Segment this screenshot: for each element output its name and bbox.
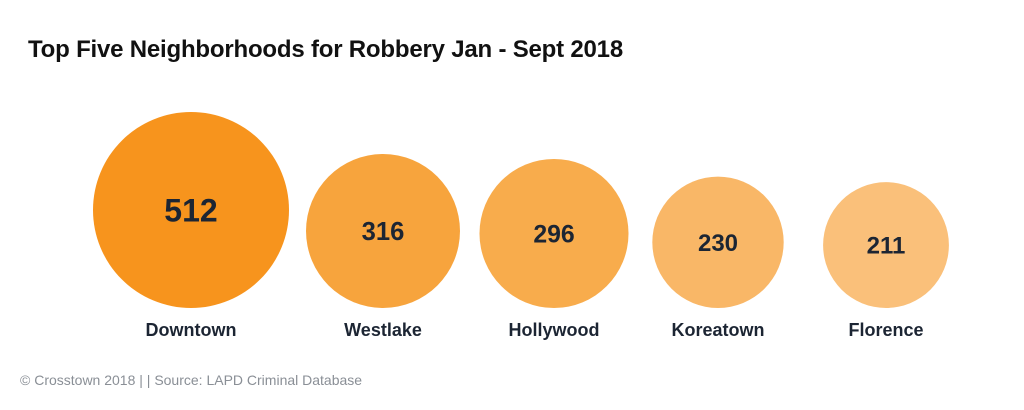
bubble-value-westlake: 316 bbox=[362, 218, 405, 246]
bubble-florence bbox=[823, 182, 949, 308]
bubble-label-koreatown: Koreatown bbox=[671, 320, 764, 340]
source-footer: © Crosstown 2018 | | Source: LAPD Crimin… bbox=[20, 372, 363, 388]
bubble-value-hollywood: 296 bbox=[533, 221, 574, 248]
bubble-label-westlake: Westlake bbox=[344, 320, 422, 340]
bubble-value-florence: 211 bbox=[867, 233, 906, 260]
bubble-label-florence: Florence bbox=[848, 320, 923, 340]
chart-title: Top Five Neighborhoods for Robbery Jan -… bbox=[28, 36, 623, 63]
bubble-group-westlake: 316 Westlake bbox=[306, 154, 460, 340]
bubble-koreatown bbox=[652, 176, 784, 308]
bubble-label-hollywood: Hollywood bbox=[509, 320, 600, 340]
bubble-group-florence: 211 Florence bbox=[823, 182, 949, 340]
bubble-value-koreatown: 230 bbox=[698, 230, 738, 257]
bubble-downtown bbox=[93, 112, 289, 308]
bubble-westlake bbox=[306, 154, 460, 308]
bubble-group-hollywood: 296 Hollywood bbox=[479, 158, 629, 340]
bubble-group-downtown: 512 Downtown bbox=[93, 112, 289, 340]
bubble-value-downtown: 512 bbox=[164, 193, 217, 229]
bubble-hollywood bbox=[479, 158, 629, 308]
bubble-group-koreatown: 230 Koreatown bbox=[652, 176, 784, 340]
bubble-label-downtown: Downtown bbox=[146, 320, 237, 340]
